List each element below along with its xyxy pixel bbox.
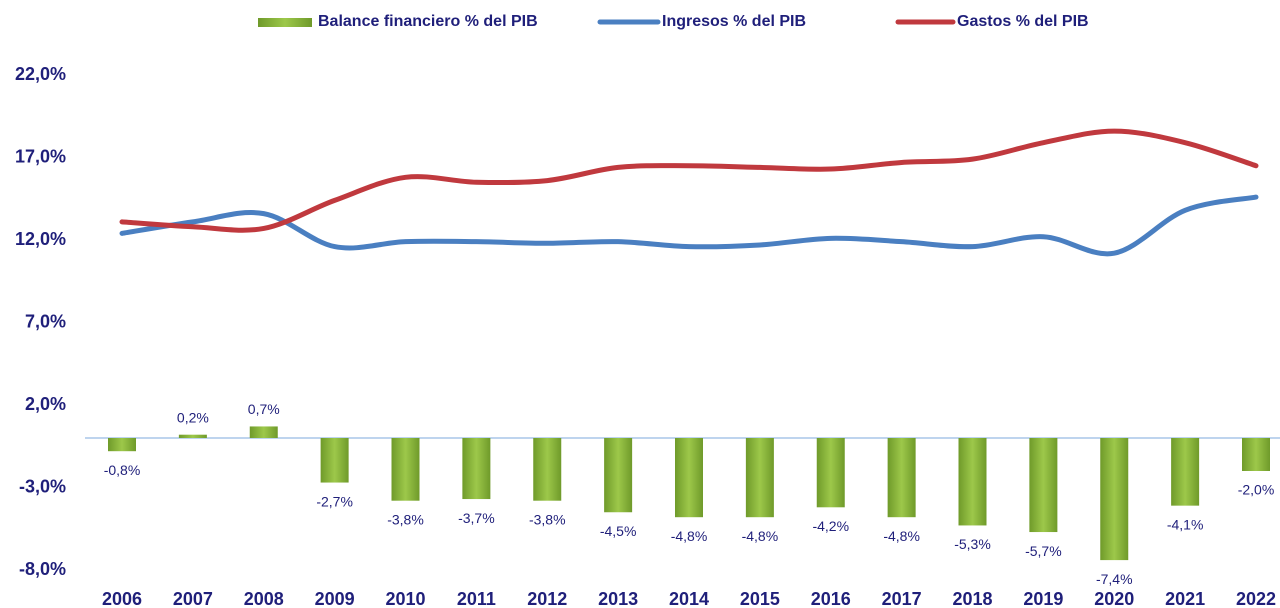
value-label: 0,2% bbox=[177, 409, 209, 425]
y-tick-label: 2,0% bbox=[25, 394, 66, 414]
x-tick-label: 2018 bbox=[952, 589, 992, 608]
value-label: -4,8% bbox=[742, 528, 779, 544]
bar bbox=[675, 438, 703, 518]
x-tick-label: 2010 bbox=[385, 589, 425, 608]
bar bbox=[249, 426, 278, 438]
legend-label: Balance financiero % del PIB bbox=[318, 13, 538, 30]
value-label: -5,7% bbox=[1025, 543, 1062, 559]
value-label: -4,8% bbox=[883, 528, 920, 544]
x-tick-label: 2013 bbox=[598, 589, 638, 608]
y-tick-label: 22,0% bbox=[15, 64, 66, 84]
value-label: -5,3% bbox=[954, 536, 991, 552]
bar bbox=[745, 438, 774, 518]
bar bbox=[887, 438, 916, 518]
x-tick-label: 2011 bbox=[457, 589, 496, 608]
x-tick-label: 2015 bbox=[740, 589, 780, 608]
bar bbox=[462, 438, 491, 500]
bar bbox=[958, 438, 987, 526]
value-label: 0,7% bbox=[248, 401, 280, 417]
y-tick-label: 12,0% bbox=[15, 229, 66, 249]
line bbox=[119, 194, 1259, 257]
bar bbox=[1100, 438, 1129, 561]
bar bbox=[1171, 438, 1200, 506]
x-tick-label: 2006 bbox=[102, 589, 142, 608]
x-tick-label: 2016 bbox=[811, 589, 851, 608]
y-tick-label: 17,0% bbox=[15, 146, 66, 166]
bar bbox=[816, 438, 845, 508]
x-tick-label: 2009 bbox=[315, 589, 355, 608]
x-tick-label: 2021 bbox=[1165, 589, 1205, 608]
value-label: -4,2% bbox=[812, 518, 849, 534]
value-label: -2,7% bbox=[316, 493, 353, 509]
bar bbox=[1242, 438, 1270, 471]
value-label: -2,0% bbox=[1238, 482, 1275, 498]
legend-label: Gastos % del PIB bbox=[957, 13, 1089, 30]
x-tick-label: 2008 bbox=[244, 589, 284, 608]
bar bbox=[1029, 438, 1058, 533]
value-label: -0,8% bbox=[104, 462, 141, 478]
x-tick-label: 2012 bbox=[527, 589, 567, 608]
y-tick-label: 7,0% bbox=[25, 311, 66, 331]
value-label: -3,7% bbox=[458, 510, 495, 526]
y-tick-label: -3,0% bbox=[19, 476, 66, 496]
bar bbox=[604, 438, 633, 513]
x-tick-label: 2017 bbox=[882, 589, 922, 608]
x-tick-label: 2022 bbox=[1236, 589, 1276, 608]
bar bbox=[320, 438, 349, 483]
value-label: -4,1% bbox=[1167, 516, 1204, 532]
bar bbox=[178, 434, 207, 438]
line bbox=[119, 128, 1259, 233]
legend-label: Ingresos % del PIB bbox=[662, 13, 806, 30]
y-tick-label: -8,0% bbox=[19, 559, 66, 579]
x-tick-label: 2007 bbox=[173, 589, 213, 608]
legend-swatch bbox=[258, 18, 312, 27]
value-label: -4,5% bbox=[600, 523, 637, 539]
bar bbox=[108, 438, 136, 452]
bar bbox=[533, 438, 562, 501]
bar bbox=[391, 438, 420, 501]
value-label: -7,4% bbox=[1096, 571, 1133, 587]
value-label: -4,8% bbox=[671, 528, 708, 544]
x-tick-label: 2014 bbox=[669, 589, 709, 608]
x-tick-label: 2019 bbox=[1023, 589, 1063, 608]
value-label: -3,8% bbox=[387, 511, 424, 527]
value-label: -3,8% bbox=[529, 511, 566, 527]
x-tick-label: 2020 bbox=[1094, 589, 1134, 608]
